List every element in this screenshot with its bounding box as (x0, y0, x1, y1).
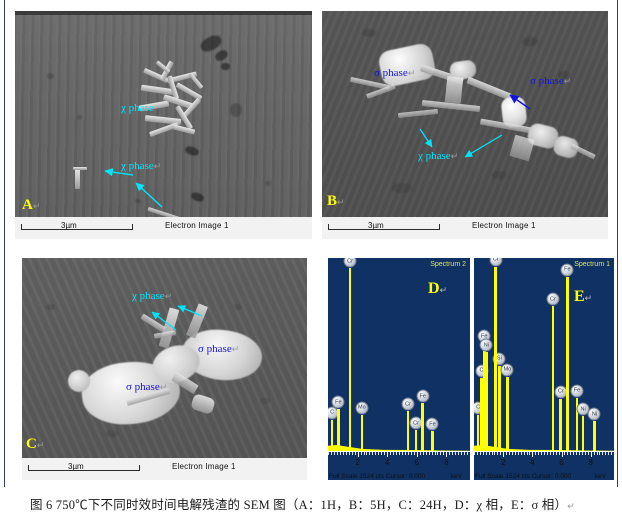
eds-tick-label: 8 (588, 458, 593, 467)
eds-element-marker[interactable]: Cr (343, 258, 357, 268)
eds-peak (559, 398, 563, 452)
eds-peak (406, 411, 410, 452)
eds-tick-label: 4 (384, 458, 390, 467)
eds-peak (476, 415, 480, 452)
sem-field-c: χ phase↵ σ phase↵ σ phase↵ C↵ (22, 258, 307, 458)
annotation-label-sigma-c2: σ phase↵ (126, 381, 168, 393)
scale-bar-label-c: 3µm (68, 462, 84, 471)
eds-peak (337, 409, 340, 452)
sem-image-panel-b[interactable]: σ phase↵ σ phase↵ χ phase↵ B↵ 3µm Electr… (322, 11, 608, 239)
eds-element-marker[interactable]: Ni (479, 338, 493, 352)
eds-peak (485, 352, 488, 452)
scale-bar-b (328, 224, 440, 230)
eds-peak (414, 430, 418, 452)
annotation-label-sigma-c1: σ phase↵ (198, 343, 240, 355)
annotation-label-chi-b: χ phase↵ (418, 150, 459, 162)
eds-peak (421, 403, 424, 452)
margin-guide-right (617, 0, 618, 262)
eds-peak (581, 416, 585, 452)
sem-image-panel-a[interactable]: χ phase χ phase↵ A↵ 3µm Electron Image 1 (15, 11, 312, 239)
eds-plot-e: Spectrum 1 E↵ C O Fe Ni Si Cr Mo Cr Cr Fe Fe Ni Ni (474, 258, 614, 452)
margin-guide-right-lower (617, 262, 618, 487)
panel-letter-d: D↵ (428, 280, 448, 297)
eds-axis-e (474, 451, 614, 452)
eds-element-marker[interactable]: Fe (560, 263, 574, 277)
eds-ticks-e (474, 452, 614, 457)
eds-element-marker[interactable]: Fe (331, 395, 345, 409)
annotation-label-chi-a2: χ phase↵ (121, 160, 162, 172)
eds-peak (431, 431, 434, 452)
eds-peak (494, 266, 498, 452)
scale-bar-label-b: 3µm (368, 221, 384, 230)
annotation-label-sigma-b1: σ phase↵ (374, 67, 416, 79)
eds-spectrum-panel-e[interactable]: Spectrum 1 E↵ C O Fe Ni Si Cr Mo Cr Cr Fe Fe Ni Ni 2… (474, 258, 614, 480)
eds-element-marker[interactable]: Cr (489, 258, 503, 267)
eds-plot-d: Spectrum 2 D↵ C Fe Cr Mo Cr Cr Fe Fe (328, 258, 470, 452)
annotation-label-chi-c: χ phase↵ (132, 290, 173, 302)
detector-label-a: Electron Image 1 (165, 221, 229, 230)
sem-infobar-c: 3µm Electron Image 1 (22, 458, 307, 480)
eds-footer-d: Full Scale 1524 cts Cursor: 0.000 (329, 473, 426, 480)
eds-peak (480, 377, 483, 452)
scale-bar-c (28, 465, 140, 471)
eds-peak (506, 376, 509, 452)
eds-element-marker[interactable]: Fe (570, 384, 584, 398)
eds-element-marker[interactable]: Mo (355, 401, 369, 415)
detector-label-b: Electron Image 1 (472, 221, 536, 230)
eds-tick-label: 2 (500, 458, 506, 467)
eds-peak (348, 268, 352, 452)
eds-axis-d (328, 451, 470, 452)
eds-ticks-d (328, 452, 470, 457)
eds-peak (360, 415, 364, 452)
eds-element-marker[interactable]: Fe (425, 417, 439, 431)
eds-tick-label: 6 (559, 458, 564, 467)
eds-element-marker[interactable]: Fe (416, 389, 430, 403)
panel-letter-c: C↵ (26, 436, 45, 452)
eds-element-marker[interactable]: Mo (500, 363, 514, 377)
eds-tick-labels-d: 2 4 6 8 (328, 458, 470, 469)
margin-guide-left (4, 0, 5, 262)
sem-infobar-b: 3µm Electron Image 1 (322, 217, 608, 239)
eds-tick-label: 2 (355, 458, 360, 467)
annotation-label-sigma-b2: σ phase↵ (530, 75, 572, 87)
panel-letter-b: B↵ (327, 193, 345, 209)
eds-axis-unit-e: keV (594, 473, 606, 480)
scale-bar-a (21, 224, 133, 230)
eds-peak (482, 343, 486, 452)
eds-peak (330, 419, 334, 452)
eds-element-marker[interactable]: Ni (587, 407, 601, 421)
figure-caption: 图 6 750℃下不同时效时间电解残渣的 SEM 图（A：1H，B：5H，C：2… (30, 498, 575, 512)
panel-letter-a: A↵ (22, 197, 41, 213)
eds-tick-label: 8 (444, 458, 449, 467)
scale-bar-label-a: 3µm (61, 221, 77, 230)
eds-element-marker[interactable]: Cr (401, 397, 415, 411)
eds-element-marker[interactable]: Cr (546, 292, 560, 306)
spectrum-name-e: Spectrum 1 (574, 261, 610, 268)
annotation-label-chi-a1: χ phase (121, 102, 154, 114)
eds-tick-label: 4 (530, 458, 535, 467)
sem-field-b: σ phase↵ σ phase↵ χ phase↵ B↵ (322, 11, 608, 217)
eds-tick-labels-e: 2 4 6 8 (474, 458, 614, 469)
margin-guide-left-lower (4, 262, 5, 487)
eds-peak (575, 397, 579, 452)
eds-peak (566, 276, 569, 452)
sem-field-a: χ phase χ phase↵ A↵ (15, 11, 312, 217)
eds-peak (551, 306, 555, 452)
sem-image-panel-c[interactable]: χ phase↵ σ phase↵ σ phase↵ C↵ 3µm Electr… (22, 258, 307, 480)
spectrum-name-d: Spectrum 2 (430, 261, 466, 268)
panel-letter-e: E↵ (574, 288, 593, 305)
eds-peak (593, 421, 596, 452)
eds-peak (498, 365, 501, 452)
eds-footer-e: Full Scale 1524 cts Cursor: 0.000 (475, 473, 572, 480)
eds-tick-label: 6 (414, 458, 419, 467)
eds-axis-unit-d: keV (450, 473, 462, 480)
sem-infobar-a: 3µm Electron Image 1 (15, 217, 312, 239)
detector-label-c: Electron Image 1 (172, 462, 236, 471)
